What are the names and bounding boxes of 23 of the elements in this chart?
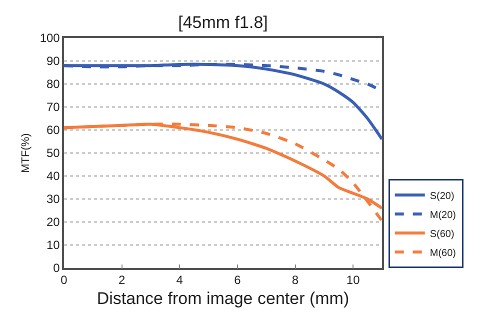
- y-tick-label: 50: [46, 146, 60, 160]
- legend-label: M(60): [430, 248, 456, 259]
- x-axis-title: Distance from image center (mm): [96, 289, 350, 308]
- x-tick-label: 10: [346, 273, 360, 288]
- legend-label: S(60): [430, 228, 454, 240]
- legend-label: M(20): [430, 210, 456, 221]
- x-tick-label: 8: [292, 273, 299, 288]
- x-tick-label: 4: [176, 273, 184, 288]
- y-tick-label: 80: [46, 77, 60, 92]
- x-tick-label: 2: [118, 273, 126, 288]
- y-axis-title: MTF(%): [20, 133, 32, 173]
- legend-label: S(20): [430, 190, 454, 202]
- y-tick-label: 10: [46, 238, 60, 252]
- y-tick-label: 20: [46, 215, 60, 230]
- y-tick-label: 0: [53, 261, 60, 276]
- x-tick-label: 6: [234, 273, 242, 288]
- y-tick-label: 100: [40, 31, 60, 46]
- y-tick-label: 90: [46, 54, 60, 68]
- y-tick-label: 30: [46, 192, 60, 206]
- y-tick-label: 60: [46, 123, 60, 138]
- chart-title: [45mm f1.8]: [178, 13, 268, 32]
- y-tick-label: 70: [46, 100, 60, 114]
- y-tick-label: 40: [46, 169, 60, 184]
